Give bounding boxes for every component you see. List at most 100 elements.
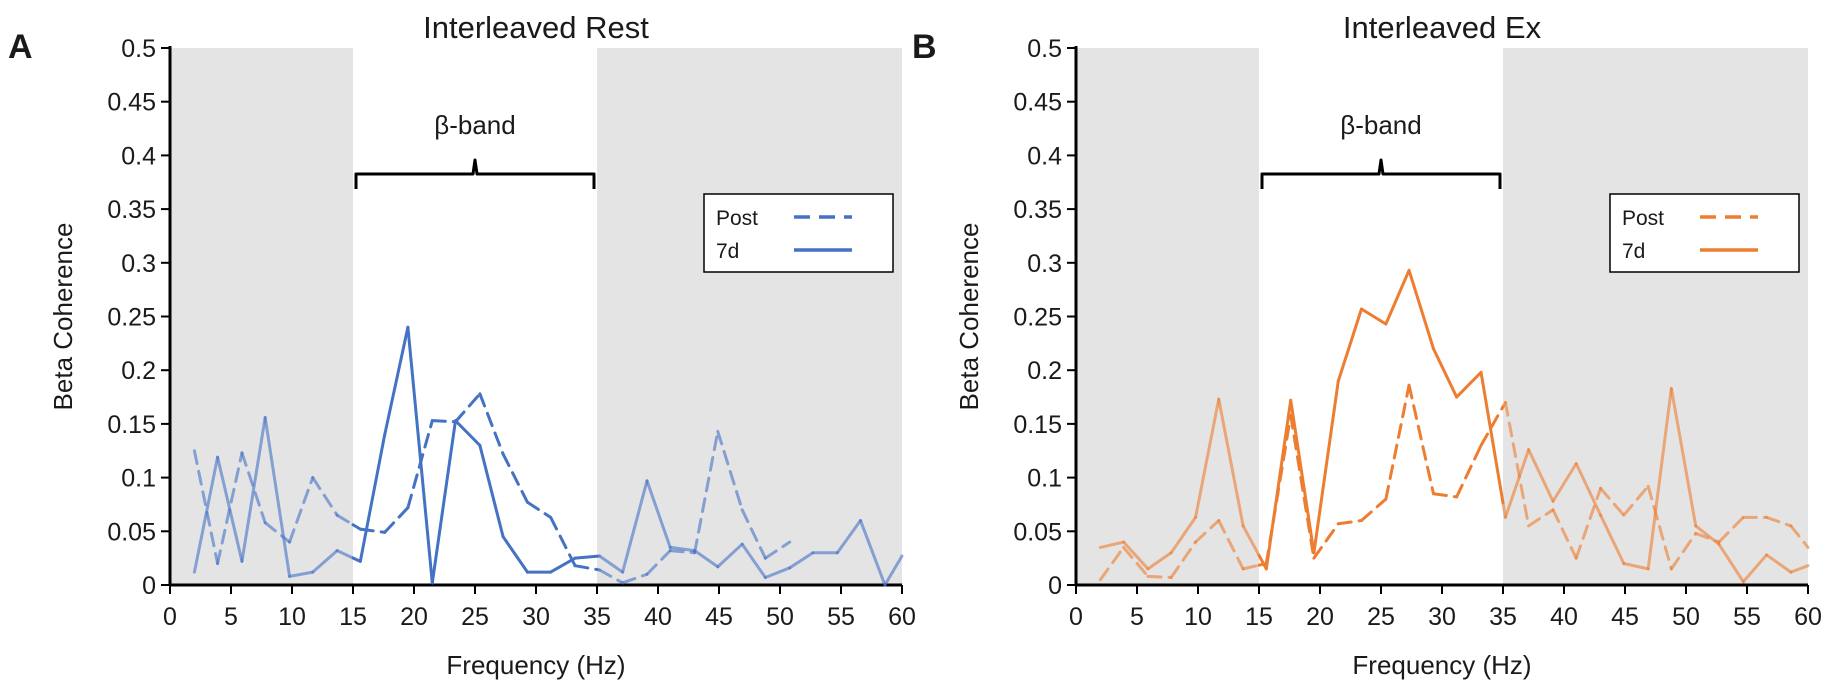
- x-tick-label: 35: [583, 603, 611, 631]
- series-line-segment: [383, 325, 410, 437]
- data-point: [1623, 562, 1625, 564]
- series-7d: [192, 325, 904, 587]
- series-line-segment: [501, 452, 529, 504]
- series-line-segment: [1098, 545, 1126, 582]
- series-line-segment: [1455, 443, 1483, 499]
- series-line-segment: [740, 542, 767, 579]
- chart-title: Interleaved Rest: [423, 10, 649, 45]
- data-point: [336, 514, 338, 516]
- data-point: [264, 522, 266, 524]
- x-tick-label: 45: [705, 603, 733, 631]
- series-line-segment: [549, 556, 577, 574]
- series-line-segment: [1264, 398, 1293, 571]
- series-line-segment: [693, 549, 720, 569]
- x-tick-label: 45: [1611, 603, 1639, 631]
- data-point: [717, 430, 719, 432]
- data-point: [789, 567, 791, 569]
- data-point: [1504, 401, 1506, 403]
- data-point: [1455, 496, 1457, 498]
- series-line-segment: [358, 433, 387, 563]
- data-point: [1742, 516, 1744, 518]
- x-tick-label: 20: [400, 603, 428, 631]
- data-point: [1742, 581, 1744, 583]
- series-line-segment: [1765, 553, 1793, 574]
- data-point: [1718, 543, 1720, 545]
- series-line-segment: [1789, 524, 1810, 549]
- series-line-segment: [406, 325, 434, 585]
- series-line-segment: [1551, 462, 1578, 503]
- data-point: [646, 480, 648, 482]
- series-line-segment: [1098, 540, 1126, 549]
- data-point: [884, 584, 886, 586]
- data-point: [1408, 384, 1410, 386]
- x-tick-label: 5: [224, 603, 238, 631]
- data-point: [1695, 532, 1697, 534]
- data-point: [1575, 462, 1577, 464]
- band-label: β-band: [1340, 110, 1421, 140]
- data-point: [1218, 398, 1220, 400]
- series-line-segment: [1146, 551, 1173, 571]
- series-line-segment: [288, 476, 315, 544]
- x-axis-title: Frequency (Hz): [1352, 650, 1531, 680]
- series-line-segment: [645, 549, 672, 576]
- series-line-segment: [216, 451, 244, 566]
- series-line-segment: [1479, 405, 1505, 447]
- data-point: [241, 560, 243, 562]
- shaded-region-high: [1503, 48, 1808, 585]
- y-tick-label: 0.05: [107, 518, 156, 546]
- x-tick-label: 40: [1550, 603, 1578, 631]
- data-point: [859, 519, 861, 521]
- series-line-segment: [453, 392, 482, 424]
- series-line-segment: [668, 549, 697, 555]
- series-line-segment: [740, 508, 767, 560]
- series-line-segment: [263, 415, 292, 578]
- x-tick-label: 25: [461, 603, 489, 631]
- series-line-segment: [1622, 484, 1650, 517]
- series-line-segment: [1717, 515, 1745, 544]
- data-point: [1337, 523, 1339, 525]
- series-line-segment: [311, 549, 339, 574]
- legend-box: [1609, 193, 1800, 273]
- data-point: [549, 571, 551, 573]
- series-line-segment: [240, 415, 267, 563]
- panel-a: 0 0.05 0.1 0.15 0.2 0.25 0.3 0.35 0.4 0.45 0.5 0 5 10…: [8, 10, 916, 680]
- x-tick-label: 35: [1489, 603, 1517, 631]
- legend-label: 7d: [716, 240, 739, 263]
- data-point: [312, 476, 314, 478]
- y-tick-label: 0.4: [1027, 142, 1062, 170]
- series-line-segment: [478, 392, 505, 456]
- series-line-segment: [383, 506, 410, 534]
- series-line-segment: [1384, 268, 1411, 326]
- series-line-segment: [1503, 448, 1531, 519]
- data-point: [1552, 500, 1554, 502]
- series-line-segment: [1574, 486, 1603, 560]
- series-line-segment: [1359, 497, 1388, 523]
- data-point: [1122, 541, 1124, 543]
- data-point: [384, 433, 386, 435]
- legend-label: 7d: [1622, 240, 1645, 263]
- data-point: [384, 531, 386, 533]
- series-line-segment: [1384, 383, 1411, 501]
- data-point: [1313, 552, 1315, 554]
- data-point: [693, 549, 695, 551]
- series-line-segment: [453, 419, 482, 447]
- series-line-segment: [1646, 484, 1673, 571]
- y-tick-label: 0.45: [1013, 89, 1062, 117]
- data-point: [717, 566, 719, 568]
- series-line-segment: [693, 429, 720, 555]
- data-point: [1790, 525, 1792, 527]
- data-point: [812, 552, 814, 554]
- data-point: [241, 452, 243, 454]
- series-line-segment: [1194, 519, 1221, 544]
- data-point: [1290, 399, 1292, 401]
- series-line-segment: [573, 564, 599, 572]
- data-point: [741, 509, 743, 511]
- series-line-segment: [1503, 400, 1531, 528]
- series-line-segment: [859, 519, 887, 587]
- data-point: [1504, 516, 1506, 518]
- band-bracket: [354, 158, 596, 189]
- y-tick-label: 0.15: [1013, 411, 1062, 439]
- data-point: [1147, 568, 1149, 570]
- series-line-segment: [621, 479, 649, 574]
- data-point: [1647, 568, 1649, 570]
